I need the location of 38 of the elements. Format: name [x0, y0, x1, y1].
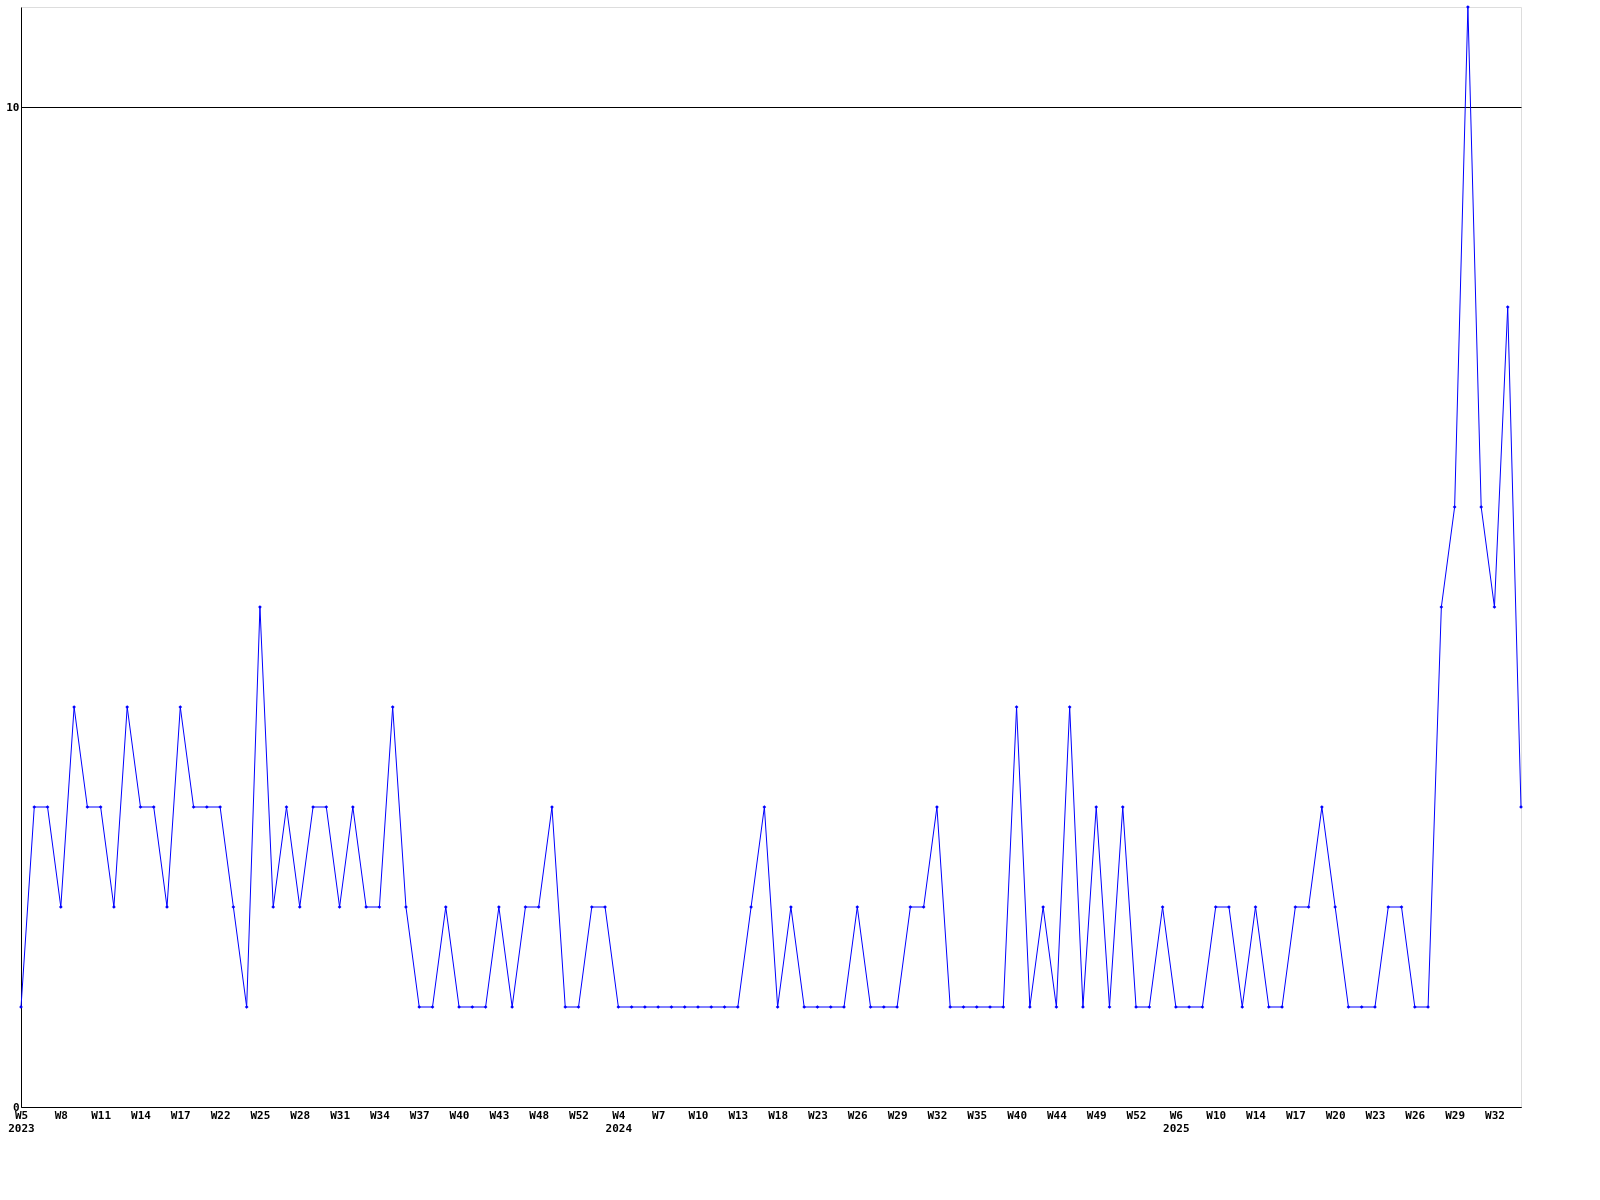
x-tick-label: W25	[250, 1108, 271, 1122]
x-tick-label: W34	[369, 1108, 391, 1122]
x-tick-label: W23	[808, 1108, 828, 1122]
x-tick-label: W32	[927, 1108, 948, 1122]
x-tick-label: W29	[887, 1108, 908, 1122]
y-tick-label: 10	[6, 100, 20, 114]
x-tick-label: W13	[728, 1108, 749, 1122]
x-tick-label: W35	[967, 1108, 988, 1122]
x-tick-label: W7	[652, 1108, 666, 1122]
x-tick-label: W20	[1325, 1108, 1346, 1122]
x-tick-label: W14	[1246, 1108, 1267, 1122]
x-tick-label: W44	[1046, 1108, 1068, 1122]
x-tick-label: W37	[409, 1108, 430, 1122]
x-tick-label: W17	[170, 1108, 191, 1122]
x-tick-label: W52	[569, 1108, 589, 1122]
x-tick-label: W10	[688, 1108, 709, 1122]
x-tick-label: W6 2025	[1163, 1108, 1190, 1135]
x-tick-label: W31	[330, 1108, 351, 1122]
x-tick-label: W22	[210, 1108, 231, 1122]
x-tick-label: W8	[54, 1108, 68, 1122]
x-tick-label: W17	[1285, 1108, 1306, 1122]
x-tick-label: W23	[1365, 1108, 1386, 1122]
x-tick-label: W28	[290, 1108, 311, 1122]
x-tick-label: W52	[1126, 1108, 1147, 1122]
x-tick-label: W43	[489, 1108, 510, 1122]
x-tick-label: W29	[1445, 1108, 1466, 1122]
x-tick-label: W18	[768, 1108, 789, 1122]
x-tick-label: W11	[91, 1108, 112, 1122]
x-tick-label: W40	[449, 1108, 470, 1122]
x-tick-label: W40	[1007, 1108, 1028, 1122]
x-tick-label: W32	[1485, 1108, 1505, 1122]
x-tick-label: W14	[131, 1108, 152, 1122]
x-tick-label: W26	[1405, 1108, 1426, 1122]
x-tick-label: W10	[1206, 1108, 1227, 1122]
x-tick-label: W26	[847, 1108, 869, 1122]
x-tick-label: W4 2024	[605, 1108, 633, 1135]
x-tick-label: W49	[1086, 1108, 1107, 1122]
x-tick-label: W48	[529, 1108, 550, 1122]
